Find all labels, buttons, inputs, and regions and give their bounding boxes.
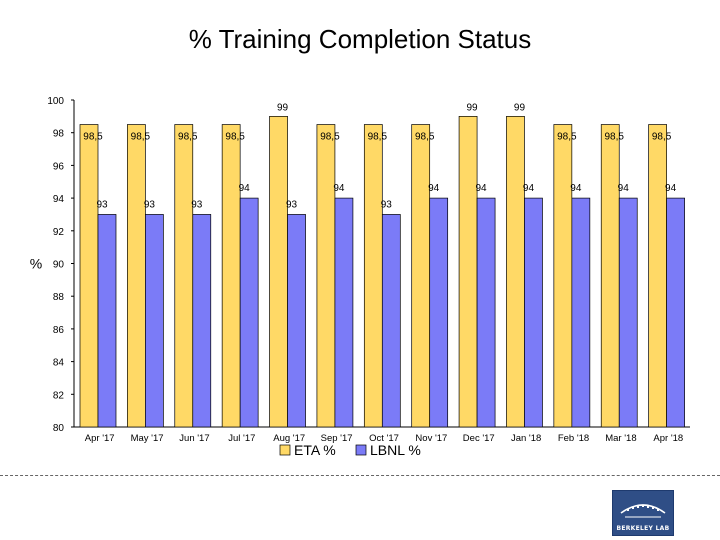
lbnl-data-label: 93 (191, 199, 203, 210)
lbnl-data-label: 94 (665, 183, 677, 194)
lbnl-data-label: 93 (381, 199, 393, 210)
y-tick-label: 82 (53, 390, 65, 401)
lbnl-data-label: 94 (239, 183, 251, 194)
lbnl-data-label: 94 (570, 183, 582, 194)
y-tick-label: 88 (53, 292, 65, 303)
eta-data-label: 98,5 (131, 132, 151, 143)
eta-data-label: 98,5 (604, 132, 624, 143)
eta-bar (458, 115, 478, 428)
eta-bar (174, 124, 194, 428)
bar-chart: 80 82 84 86 88 90 92 94 96 98 100% 98,5 93 Apr '17 98,… (30, 96, 690, 458)
eta-data-label: 99 (467, 102, 479, 113)
lbnl-bar (192, 214, 212, 428)
berkeley-lab-logo: BERKELEY LAB (612, 490, 674, 536)
x-tick-label: Apr '17 (85, 433, 115, 444)
eta-bar (363, 124, 383, 428)
lbnl-bar (334, 197, 354, 428)
eta-data-label: 98,5 (415, 132, 435, 143)
eta-data-label: 98,5 (320, 132, 340, 143)
eta-bar (648, 124, 667, 428)
eta-bar (221, 124, 241, 428)
y-tick-label: 84 (53, 358, 65, 369)
lbnl-bar (524, 197, 543, 428)
lab-building-icon (620, 504, 666, 518)
y-tick-label: 92 (53, 227, 65, 238)
y-tick-label: 94 (53, 194, 65, 205)
eta-bar (411, 124, 431, 428)
eta-bar (506, 115, 525, 428)
legend-label: LBNL % (370, 442, 421, 458)
lbnl-data-label: 93 (144, 199, 156, 210)
legend-swatch (279, 444, 291, 456)
lbnl-bar (239, 197, 259, 428)
lbnl-data-label: 94 (476, 183, 488, 194)
lbnl-bar (476, 197, 496, 428)
eta-bar (269, 115, 288, 428)
lbnl-bar (381, 214, 401, 428)
y-tick-label: 86 (53, 325, 65, 336)
x-tick-label: Mar '18 (605, 433, 636, 444)
x-tick-label: Apr '18 (653, 433, 683, 444)
eta-data-label: 99 (514, 102, 526, 113)
lbnl-bar (666, 197, 685, 428)
eta-bar (600, 124, 620, 428)
x-tick-label: Jun '17 (179, 433, 209, 444)
eta-data-label: 98,5 (83, 132, 103, 143)
lbnl-data-label: 94 (428, 183, 440, 194)
x-tick-label: Feb '18 (558, 433, 589, 444)
x-tick-label: Jan '18 (511, 433, 541, 444)
y-axis-label: % (30, 256, 42, 272)
eta-bar (553, 124, 573, 428)
x-tick-label: Aug '17 (273, 433, 305, 444)
lbnl-data-label: 93 (286, 199, 298, 210)
lbnl-bar (97, 214, 117, 428)
footer-divider (0, 475, 720, 476)
eta-bar (79, 124, 99, 428)
y-tick-label: 100 (47, 96, 64, 107)
chart-title: % Training Completion Status (188, 24, 532, 54)
eta-data-label: 98,5 (652, 132, 672, 143)
eta-data-label: 98,5 (178, 132, 198, 143)
eta-data-label: 99 (277, 102, 289, 113)
x-tick-label: Nov '17 (415, 433, 447, 444)
legend-label: ETA % (294, 442, 336, 458)
logo-text: BERKELEY LAB (616, 525, 670, 532)
legend-swatch (355, 444, 367, 456)
y-tick-label: 80 (53, 423, 65, 434)
lbnl-bar (145, 214, 164, 428)
lbnl-bar (618, 197, 638, 428)
x-tick-label: May '17 (131, 433, 164, 444)
x-tick-label: Dec '17 (463, 433, 495, 444)
x-tick-label: Oct '17 (369, 433, 399, 444)
eta-data-label: 98,5 (368, 132, 388, 143)
y-tick-label: 90 (53, 260, 65, 271)
x-tick-label: Jul '17 (228, 433, 255, 444)
lbnl-bar (429, 197, 449, 428)
eta-data-label: 98,5 (557, 132, 577, 143)
y-tick-label: 96 (53, 161, 65, 172)
lbnl-data-label: 94 (333, 183, 345, 194)
eta-bar (316, 124, 336, 428)
eta-data-label: 98,5 (225, 132, 245, 143)
eta-bar (127, 124, 146, 428)
lbnl-data-label: 94 (618, 183, 630, 194)
y-tick-label: 98 (53, 129, 65, 140)
lbnl-bar (571, 197, 591, 428)
lbnl-bar (287, 214, 306, 428)
lbnl-data-label: 94 (523, 183, 535, 194)
lbnl-data-label: 93 (96, 199, 108, 210)
x-tick-label: Sep '17 (321, 433, 353, 444)
